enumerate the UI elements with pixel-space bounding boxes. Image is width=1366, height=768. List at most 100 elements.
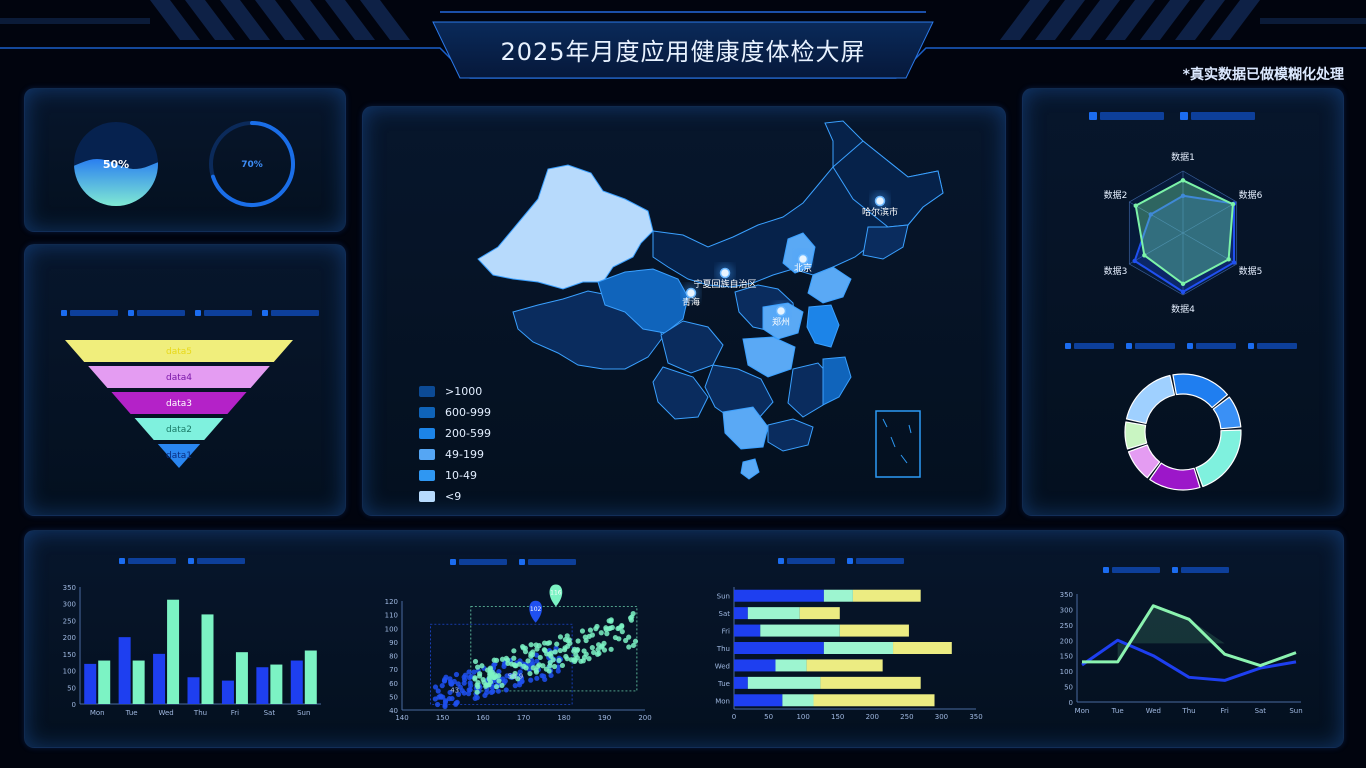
bar-y-tick-label: 0 — [72, 701, 76, 709]
scatter-point — [496, 668, 502, 675]
region-guangxi[interactable] — [722, 406, 769, 450]
line-legend — [1103, 567, 1229, 573]
region-guangdong[interactable] — [767, 418, 814, 452]
scatter-point — [595, 646, 601, 653]
funnel-label: data3 — [166, 399, 192, 409]
radar-point — [1180, 281, 1186, 287]
ring-gauge-arc — [211, 121, 295, 207]
legend-item[interactable] — [188, 558, 245, 564]
funnel-segment — [65, 340, 293, 362]
legend-item[interactable] — [1180, 112, 1255, 120]
scatter-point — [461, 690, 467, 696]
legend-item[interactable] — [1248, 343, 1297, 349]
bar — [187, 677, 200, 704]
scatter-point — [495, 688, 502, 694]
donut-segment — [1212, 396, 1242, 430]
legend-item[interactable] — [262, 310, 319, 316]
legend-item[interactable] — [519, 559, 576, 565]
scatter-y-tick-label: 80 — [389, 653, 398, 661]
scatter-point — [511, 655, 517, 661]
scatter-point — [626, 644, 632, 650]
scatter-pin-label: 102 — [530, 606, 542, 613]
legend-item[interactable] — [1065, 343, 1114, 349]
stack-y-tick-label: Wed — [715, 662, 730, 670]
stack-bar-segment — [852, 589, 921, 602]
legend-item[interactable] — [195, 310, 252, 316]
scatter-point — [527, 670, 533, 677]
scatter-x-tick-label: 140 — [395, 714, 408, 722]
scatter-point — [499, 682, 505, 688]
map-legend-item[interactable]: 10-49 — [419, 465, 491, 486]
region-hubei[interactable] — [742, 336, 796, 378]
scatter-point — [555, 668, 561, 674]
stack-x-tick-label: 200 — [866, 713, 879, 721]
line-area-highlight — [1117, 605, 1225, 662]
legend-item[interactable] — [1187, 343, 1236, 349]
header: 2025年月度应用健康度体检大屏 — [0, 0, 1366, 80]
scatter-point — [525, 658, 531, 664]
legend-item[interactable] — [128, 310, 185, 316]
region-qinghai[interactable] — [597, 268, 689, 334]
region-shandong[interactable] — [807, 266, 852, 304]
scatter-point — [447, 676, 453, 682]
stack-y-tick-label: Thu — [716, 645, 730, 653]
scatter-point — [482, 692, 488, 699]
legend-item[interactable] — [847, 558, 904, 564]
region-xinjiang[interactable] — [477, 164, 654, 290]
stack-bar-segment — [734, 607, 748, 620]
scatter-point — [630, 610, 636, 617]
scatter-max-pin-icon — [529, 600, 543, 623]
legend-item[interactable] — [1126, 343, 1175, 349]
line-y-tick-label: 300 — [1060, 606, 1073, 614]
stack-x-tick-label: 100 — [796, 713, 809, 721]
scatter-point — [556, 657, 562, 663]
region-hainan[interactable] — [740, 458, 760, 480]
region-heilongjiang[interactable] — [832, 140, 944, 228]
stack-bar-segment — [893, 642, 952, 654]
header-frame — [0, 0, 1366, 79]
bottom-charts: 0 50 100 150 200 250 300 350 Mon Tue Wed Thu Fri Sat S… — [63, 584, 1303, 722]
region-jilin[interactable] — [862, 224, 909, 260]
city-marker-icon — [685, 287, 697, 299]
legend-item[interactable] — [61, 310, 118, 316]
scatter-point — [565, 638, 571, 644]
scatter-point — [529, 652, 535, 658]
scatter-point — [593, 626, 599, 632]
map-legend-item[interactable]: 49-199 — [419, 444, 491, 465]
region-sichuan[interactable] — [660, 320, 724, 374]
legend-item[interactable] — [778, 558, 835, 564]
ring-gauge-label: 70% — [241, 160, 263, 170]
scatter-point — [439, 683, 445, 689]
map-legend-item[interactable]: >1000 — [419, 381, 491, 402]
legend-item[interactable] — [1172, 567, 1229, 573]
region-jiangsu-anhui[interactable] — [806, 304, 840, 348]
map-legend-item[interactable]: <9 — [419, 486, 491, 507]
line-y-tick-label: 250 — [1060, 622, 1073, 630]
legend-item[interactable] — [119, 558, 176, 564]
region-yunnan[interactable] — [652, 366, 709, 420]
scatter-point — [503, 687, 509, 693]
city-label: 哈尔滨市 — [862, 206, 898, 218]
stack-bar-segment — [734, 642, 824, 654]
scatter-x-tick-label: 170 — [517, 714, 530, 722]
legend-item[interactable] — [1089, 112, 1164, 120]
scatter-point — [512, 683, 518, 689]
map-legend-item[interactable]: 600-999 — [419, 402, 491, 423]
scatter-point — [488, 689, 495, 695]
region-fujian-zhejiang[interactable] — [822, 356, 852, 406]
scatter-y-tick-label: 100 — [385, 625, 398, 633]
legend-item[interactable] — [450, 559, 507, 565]
scatter-y-tick-label: 110 — [385, 612, 398, 620]
scatter-point — [467, 680, 473, 686]
scatter-point — [466, 674, 473, 681]
line-x-tick-label: Thu — [1181, 707, 1195, 715]
map-legend-item[interactable]: 200-599 — [419, 423, 491, 444]
scatter-point — [503, 655, 509, 661]
city-marker-icon — [719, 267, 731, 279]
scatter-point — [604, 631, 610, 637]
bar — [153, 653, 166, 704]
data-disclaimer: *真实数据已做模糊化处理 — [1182, 67, 1344, 83]
south-sea-inset — [875, 410, 921, 478]
legend-item[interactable] — [1103, 567, 1160, 573]
